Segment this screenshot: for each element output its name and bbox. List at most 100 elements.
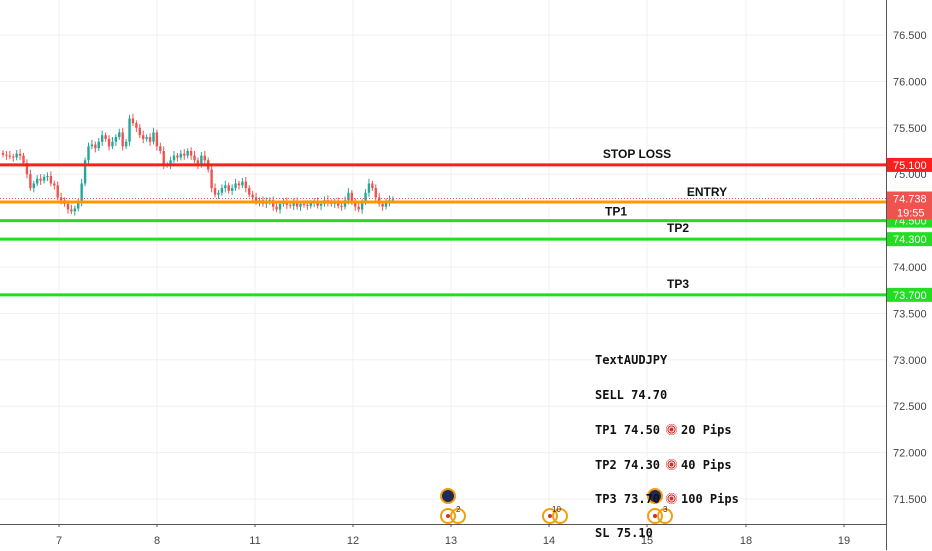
note-tp2-pips: 40 Pips [681,457,732,472]
candle-body [100,135,104,142]
x-tick-label: 15 [641,535,653,547]
candle-body [289,204,292,206]
candle-body [176,155,179,158]
candle-body [241,181,244,186]
x-tick-label: 7 [56,535,62,547]
candle-body [49,176,53,184]
current-price-tag-text: 74.738 [893,194,927,206]
candle-body [152,132,155,142]
candle-body [90,144,94,147]
event-count: 10 [552,505,561,514]
candle-body [347,192,350,201]
y-tick-label: 71.500 [893,494,927,506]
candle-body [1,152,5,155]
candle-body [251,194,254,198]
candle-body [391,199,395,201]
bar-countdown-text: 19:55 [897,208,925,220]
candle-body [357,206,360,210]
candle-body [381,203,384,207]
y-tick-label: 72.000 [893,448,927,460]
candle-body [230,188,234,191]
candle-body [234,183,237,189]
candle-body [183,153,186,156]
candle-body [354,202,357,207]
candle-body [244,181,248,189]
price-tag-tp3-text: 73.700 [893,290,927,302]
candle-body [309,202,312,206]
y-tick-label: 76.000 [893,76,927,88]
level-label: ENTRY [687,185,727,199]
candle-body [8,155,12,157]
candle-body [227,185,230,191]
note-line-symbol: TextAUDJPY [595,353,668,367]
candle-body [350,192,354,203]
candle-body [217,192,220,195]
event-count: 2 [456,505,461,514]
economic-event-icon[interactable] [450,508,466,524]
candle-body [142,135,145,139]
candle-body [292,202,295,206]
candle-body [302,203,306,205]
candle-body [118,132,121,138]
candle-body [254,197,258,203]
y-tick-label: 73.000 [893,355,927,367]
candle-body [172,155,176,161]
candle-body [121,132,124,147]
y-tick-label: 75.500 [893,123,927,135]
candle-body [59,197,63,201]
candle-body [36,178,39,184]
economic-event-icon[interactable] [552,508,568,524]
note-tp3-pips: 100 Pips [681,492,739,506]
candle-body [203,155,206,161]
candle-body [196,160,200,165]
candle-body [371,183,374,189]
price-tag-stop-loss-text: 75.100 [893,160,927,172]
candle-body [138,127,141,136]
candle-body [53,183,56,186]
note-line-tp3: TP3 73.70 100 Pips [595,493,795,505]
event-dot [446,514,450,518]
candle-body [111,141,114,147]
target-icon [666,493,678,504]
note-line-sell: SELL 74.70 [595,387,668,402]
candle-body [162,151,165,165]
candle-body [145,137,148,139]
candle-body [360,202,364,210]
candle-body [319,203,323,206]
economic-event-icon[interactable] [657,508,673,524]
candle-body [186,151,189,156]
candle-body [104,135,107,139]
flag-icon[interactable] [440,488,456,504]
flag-icon[interactable] [647,488,663,504]
y-tick-label: 73.500 [893,308,927,320]
level-label: TP3 [667,277,689,291]
candle-body [83,160,87,184]
candle-body [73,208,77,212]
x-tick-label: 18 [740,535,752,547]
x-tick-label: 13 [445,535,457,547]
target-icon [666,458,678,470]
candle-body [220,188,224,193]
candle-body [275,206,278,210]
x-tick-label: 8 [154,535,160,547]
candle-body [299,203,302,207]
candle-body [155,132,159,147]
y-tick-label: 74.000 [893,262,927,274]
candle-body [15,153,18,158]
candle-body [107,138,111,147]
candle-body [114,137,118,142]
candle-body [148,137,152,142]
candle-body [224,185,227,189]
candle-body [42,176,46,181]
note-line-sl: SL 75.10 [595,525,653,540]
note-tp1-price: TP1 74.50 [595,423,661,437]
candle-body [295,202,299,207]
candle-body [336,202,340,206]
candle-body [179,153,183,158]
current-price-tag [887,191,932,220]
event-dot [548,514,552,518]
candle-body [66,203,70,210]
candle-body [159,146,162,151]
note-line-tp2: TP2 74.30 40 Pips [595,457,795,472]
